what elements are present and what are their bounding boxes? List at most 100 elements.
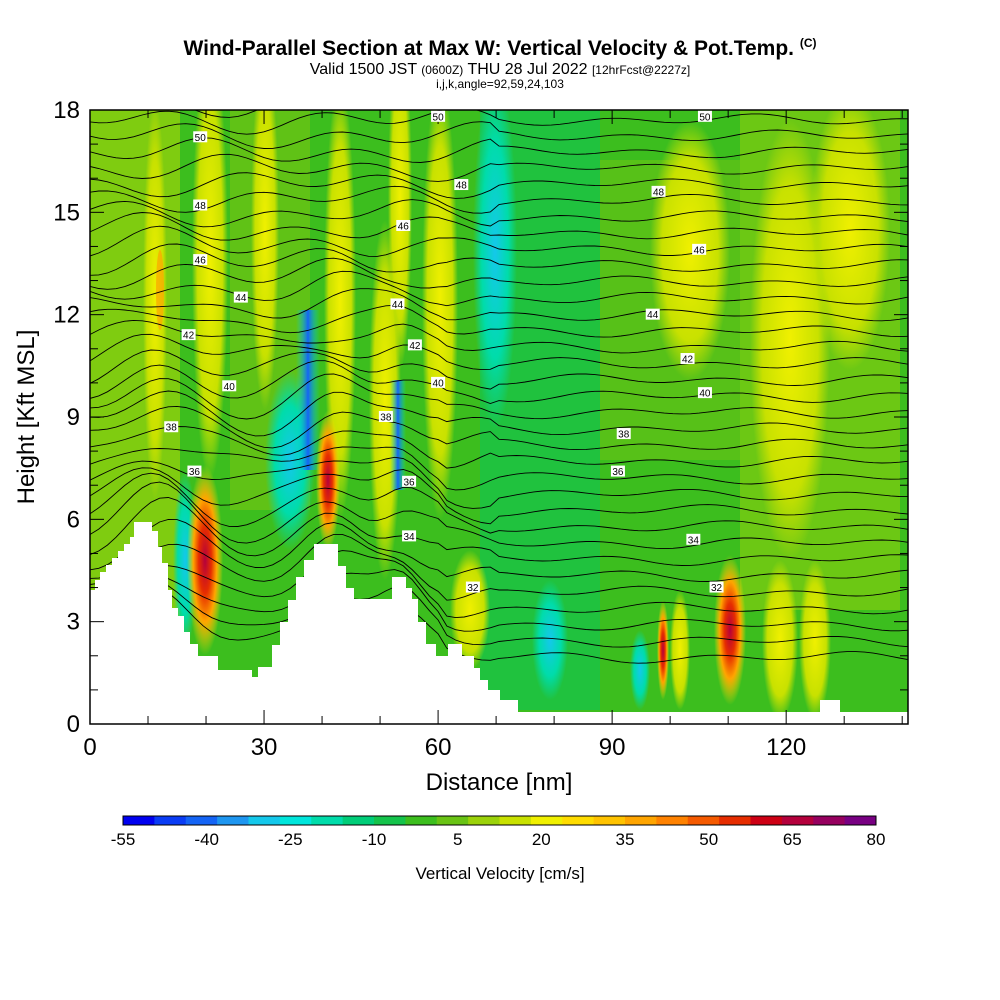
isentrope-label-bg <box>616 428 631 440</box>
isentrope-line <box>90 172 908 199</box>
colorbar-tick-label: 50 <box>699 830 718 849</box>
isentrope-line <box>90 288 908 322</box>
colorbar-swatch <box>593 816 626 825</box>
y-tick-label: 3 <box>67 609 80 636</box>
isentrope-line <box>90 426 908 469</box>
isentrope-label-bg <box>686 533 701 545</box>
isentrope-label: 46 <box>694 245 706 256</box>
isentrope-label: 42 <box>682 355 694 366</box>
isentrope-label-bg <box>402 530 417 542</box>
isentrope-line <box>90 360 908 404</box>
isentrope-line <box>90 472 908 534</box>
colorbar-swatch <box>625 816 657 825</box>
isentrope-label-bg <box>378 411 393 422</box>
chart-title: Wind-Parallel Section at Max W: Vertical… <box>183 36 817 60</box>
isentrope-line <box>90 243 908 276</box>
isentrope-line <box>90 212 908 241</box>
colorbar-tick-label: -40 <box>194 830 219 849</box>
isentrope-label-bg <box>222 380 237 392</box>
isentrope-line <box>90 518 908 582</box>
y-tick-labels: 0 3 6 9 12 15 18 <box>53 97 80 738</box>
isentrope-line <box>90 586 908 664</box>
x-tick-label: 60 <box>425 734 452 761</box>
isentrope-line <box>90 110 908 135</box>
colorbar-tick-label: 20 <box>532 830 551 849</box>
colorbar-swatch <box>374 816 406 825</box>
colorbar-swatch <box>656 816 689 825</box>
colorbar-tick-labels: -55 -40 -25 -10 5 20 35 50 65 80 <box>111 830 886 849</box>
colorbar-swatch <box>781 816 814 825</box>
isentrope-line <box>90 349 908 390</box>
colorbar-swatch <box>844 816 877 825</box>
isentrope-line <box>90 270 908 307</box>
isentrope-label: 40 <box>224 382 236 393</box>
isentrope-label-bg <box>454 179 469 191</box>
colorbar-tick-label: 5 <box>453 830 462 849</box>
x-tick-label: 30 <box>251 734 278 761</box>
isentrope-label: 50 <box>433 112 445 123</box>
isentrope-label: 38 <box>380 413 392 424</box>
isentrope-label-bg <box>709 581 724 593</box>
isentrope-line <box>90 405 908 451</box>
isentrope-label-bg <box>407 339 422 351</box>
isentrope-label-bg <box>233 291 248 303</box>
isentrope-line <box>90 74 908 100</box>
isentrope-label: 36 <box>612 467 624 478</box>
isentrope-label: 38 <box>618 430 630 441</box>
isentrope-line <box>90 185 908 214</box>
chart-indices: i,j,k,angle=92,59,24,103 <box>436 77 564 91</box>
colorbar-swatch <box>311 816 344 825</box>
colorbar-swatch <box>342 816 375 825</box>
isentrope-label: 32 <box>711 583 723 594</box>
isentrope-label-bg <box>431 110 446 122</box>
isentrope-label: 44 <box>235 293 247 304</box>
isentrope-label-bg <box>396 219 411 231</box>
colorbar-tick-label: -10 <box>362 830 387 849</box>
isentrope-label-bg <box>465 581 480 593</box>
isentrope-line <box>90 199 908 228</box>
colorbar <box>122 815 877 826</box>
potential-temperature-contours <box>90 74 908 664</box>
colorbar-swatch <box>499 816 532 825</box>
colorbar-swatch <box>154 816 187 825</box>
colorbar-swatch <box>530 816 563 825</box>
chart-subtitle: Valid 1500 JST (0600Z) THU 28 Jul 2022 [… <box>309 61 691 78</box>
isentrope-label: 48 <box>653 187 665 198</box>
x-tick-label: 90 <box>599 734 626 761</box>
isentrope-line <box>90 373 908 420</box>
colorbar-tick-label: 35 <box>616 830 635 849</box>
x-tick-labels: 0 30 60 90 120 <box>83 734 806 761</box>
isentrope-label: 44 <box>392 300 404 311</box>
isentrope-label-bg <box>193 199 208 211</box>
x-tick-label: 120 <box>766 734 806 761</box>
isentrope-label-bg <box>187 465 202 477</box>
isentrope-line <box>90 153 908 182</box>
y-tick-label: 0 <box>67 711 80 738</box>
colorbar-swatch <box>123 816 155 825</box>
isentrope-label: 40 <box>699 389 711 400</box>
y-axis-label: Height [Kft MSL] <box>13 330 40 505</box>
isentrope-line <box>90 446 908 491</box>
isentrope-label: 34 <box>404 532 416 543</box>
colorbar-swatch <box>813 816 846 825</box>
colorbar-swatch <box>687 816 720 825</box>
isentrope-line <box>90 225 908 257</box>
isentrope-label-bg <box>645 308 660 320</box>
colorbar-tick-label: -55 <box>111 830 136 849</box>
colorbar-swatch <box>719 816 752 825</box>
isentrope-line <box>90 569 908 632</box>
isentrope-line <box>90 578 908 648</box>
isentrope-label: 50 <box>699 112 711 123</box>
x-tick-label: 0 <box>83 734 96 761</box>
isentrope-line <box>90 257 908 290</box>
terrain-mask <box>90 522 908 724</box>
isentrope-label-bg <box>193 131 208 143</box>
isentrope-label-bg <box>193 254 208 266</box>
title-tag: (C) <box>799 36 817 50</box>
isentrope-label-bg <box>402 475 417 487</box>
colorbar-label: Vertical Velocity [cm/s] <box>415 864 585 883</box>
isentrope-line <box>90 304 908 338</box>
colorbar-tick-label: -25 <box>278 830 303 849</box>
isentrope-label-bg <box>181 329 196 341</box>
colorbar-swatch <box>248 816 281 825</box>
